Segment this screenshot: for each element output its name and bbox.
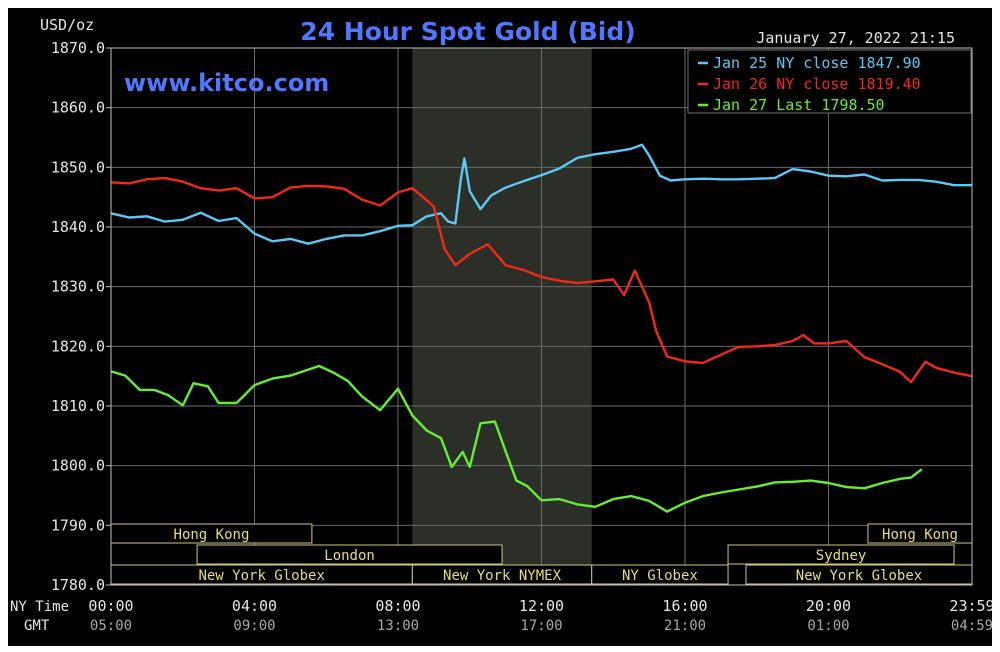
y-tick-label: 1790.0 bbox=[51, 516, 105, 534]
session-label: New York NYMEX bbox=[443, 568, 562, 584]
gmt-row-label: GMT bbox=[24, 618, 50, 634]
session-bar bbox=[196, 544, 503, 565]
session-label: NY Globex bbox=[622, 568, 698, 584]
session-label: New York Globex bbox=[198, 568, 324, 584]
session-bar bbox=[591, 564, 729, 585]
y-tick-label: 1870.0 bbox=[51, 39, 105, 57]
ny-time-row-label: NY Time bbox=[10, 599, 69, 615]
series-line-1 bbox=[110, 143, 972, 245]
y-tick-label: 1840.0 bbox=[51, 218, 105, 236]
y-tick-label: 1800.0 bbox=[51, 457, 105, 475]
y-tick-label: 1820.0 bbox=[51, 337, 105, 355]
plot-border bbox=[110, 47, 973, 586]
session-label: New York Globex bbox=[796, 568, 922, 584]
chart-title: 24 Hour Spot Gold (Bid) bbox=[300, 17, 635, 46]
x-tick-label-ny: 08:00 bbox=[375, 597, 420, 615]
legend-entry: Jan 27 Last 1798.50 bbox=[713, 96, 885, 114]
watermark: www.kitco.com bbox=[124, 69, 329, 97]
session-label: London bbox=[324, 548, 375, 564]
series-line-2 bbox=[110, 176, 973, 384]
x-tick-label-ny: 12:00 bbox=[519, 597, 564, 615]
x-tick-label-ny: 04:00 bbox=[232, 597, 277, 615]
x-tick-label-gmt: 04:59 bbox=[951, 618, 992, 634]
session-label: Hong Kong bbox=[174, 527, 250, 543]
x-tick-label-gmt: 13:00 bbox=[377, 618, 419, 634]
x-tick-label-ny: 00:00 bbox=[88, 597, 133, 615]
x-tick-label-gmt: 01:00 bbox=[807, 618, 849, 634]
y-tick-label: 1830.0 bbox=[51, 278, 105, 296]
x-tick-label-ny: 20:00 bbox=[806, 597, 851, 615]
y-axis-label: USD/oz bbox=[40, 16, 94, 34]
price-series bbox=[110, 143, 973, 513]
gold-price-chart: Hong Kong Hong Kong London Sydney New York G… bbox=[10, 16, 995, 634]
y-axis-ticks: 1870.0 1860.0 1850.0 1840.0 1830.0 1820.0 1810… bbox=[51, 39, 111, 594]
x-tick-label-gmt: 09:00 bbox=[233, 618, 275, 634]
x-tick-label-gmt: 17:00 bbox=[520, 618, 562, 634]
series-line-3 bbox=[110, 364, 923, 513]
nymex-session-shade bbox=[412, 48, 592, 585]
y-tick-label: 1780.0 bbox=[51, 576, 105, 594]
legend-entry: Jan 25 NY close 1847.90 bbox=[713, 54, 921, 72]
legend: Jan 25 NY close 1847.90 Jan 26 NY close 1… bbox=[698, 54, 921, 114]
session-bar bbox=[727, 544, 955, 565]
x-tick-label-gmt: 21:00 bbox=[664, 618, 706, 634]
x-axis-ticks: 00:00 05:00 04:00 09:00 08:00 13:00 12:00 17:00… bbox=[88, 597, 994, 634]
y-tick-label: 1860.0 bbox=[51, 99, 105, 117]
timestamp: January 27, 2022 21:15 bbox=[756, 29, 955, 47]
x-tick-label-gmt: 05:00 bbox=[90, 618, 132, 634]
y-tick-label: 1850.0 bbox=[51, 158, 105, 176]
session-label: Sydney bbox=[816, 548, 867, 564]
session-label: Hong Kong bbox=[882, 527, 958, 543]
legend-box bbox=[687, 49, 972, 114]
chart-frame: Hong Kong Hong Kong London Sydney New York G… bbox=[8, 8, 995, 646]
x-tick-label-ny: 16:00 bbox=[662, 597, 707, 615]
x-tick-label-ny: 23:59 bbox=[949, 597, 992, 615]
y-tick-label: 1810.0 bbox=[51, 397, 105, 415]
legend-entry: Jan 26 NY close 1819.40 bbox=[713, 75, 921, 93]
